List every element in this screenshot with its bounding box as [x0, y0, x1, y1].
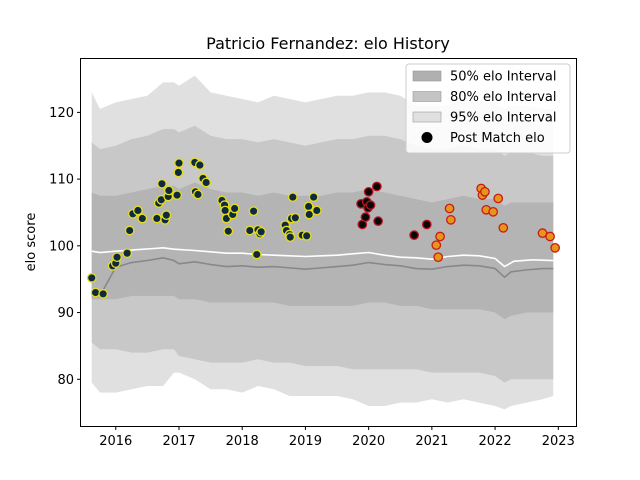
- post-match-elo-point: [201, 177, 212, 188]
- post-match-elo-point: [248, 206, 259, 216]
- post-match-elo-point: [545, 231, 555, 242]
- band-50-interval: [91, 182, 554, 320]
- y-tick-label: 120: [49, 106, 74, 121]
- x-tick-label: 2022: [479, 434, 512, 449]
- post-match-elo-point: [251, 249, 262, 260]
- post-match-elo-point: [445, 214, 456, 225]
- post-match-elo-point: [373, 216, 383, 226]
- post-match-elo-point: [161, 210, 172, 220]
- post-match-elo-point: [550, 242, 560, 253]
- y-tick-label: 110: [49, 173, 74, 188]
- median-elo-line: [91, 257, 554, 297]
- post-match-elo-point: [152, 213, 162, 224]
- mean-elo-line: [91, 247, 554, 268]
- post-match-elo-point: [124, 225, 135, 236]
- post-match-elo-point: [195, 160, 205, 170]
- post-match-elo-point: [173, 167, 184, 178]
- post-match-elo-point: [244, 225, 255, 236]
- post-match-elo-point: [365, 200, 376, 210]
- chart-title: Patricio Fernandez: elo History: [206, 34, 450, 53]
- x-tick-label: 2018: [226, 434, 259, 449]
- post-match-elo-point: [137, 213, 148, 224]
- post-match-elo-point: [303, 201, 314, 212]
- post-match-elo-point: [86, 273, 97, 283]
- post-match-elo-point: [480, 186, 490, 197]
- legend: 50% elo Interval 80% elo Interval 95% elo …: [405, 63, 571, 154]
- y-tick-label: 90: [57, 306, 74, 321]
- legend-marker: [421, 132, 433, 143]
- post-match-elo-point: [488, 206, 499, 217]
- legend-box: [405, 63, 571, 154]
- post-match-elo-point: [98, 289, 108, 299]
- post-match-elo-point: [498, 222, 509, 233]
- post-match-elo-point: [223, 226, 234, 237]
- legend-label: 50% elo Interval: [450, 70, 557, 85]
- legend-label: 80% elo Interval: [450, 90, 557, 105]
- post-match-elo-point: [172, 190, 182, 200]
- post-match-elo-point: [409, 230, 420, 241]
- x-axis-ticks: 2016 2017 2018 2019 2020 2021 2022 2023: [99, 426, 575, 449]
- post-match-elo-point: [157, 178, 167, 189]
- post-match-elo-point: [229, 203, 240, 214]
- axes-frame: [80, 58, 577, 427]
- post-match-elo-point: [287, 192, 298, 202]
- legend-swatch: [412, 111, 442, 123]
- post-match-elo-point: [133, 205, 143, 216]
- x-tick-label: 2021: [415, 434, 448, 449]
- legend-label: 95% elo Interval: [450, 111, 557, 126]
- post-match-elo-point: [372, 181, 382, 192]
- post-match-elo-point: [290, 212, 301, 223]
- x-tick-label: 2017: [162, 434, 195, 449]
- legend-swatch: [412, 91, 442, 102]
- post-match-elo-point: [444, 203, 455, 214]
- post-match-elo-point: [301, 230, 312, 241]
- post-match-elo-point: [311, 205, 322, 216]
- plot-area: [86, 75, 560, 410]
- post-match-elo-point: [360, 212, 371, 222]
- post-match-elo-point: [193, 189, 203, 200]
- post-match-elo-point: [112, 252, 122, 263]
- post-match-elo-point: [493, 193, 504, 204]
- post-match-elo-point: [174, 158, 184, 168]
- post-match-elo-point: [122, 248, 133, 259]
- x-tick-label: 2023: [542, 434, 575, 449]
- post-match-elo-point: [363, 186, 374, 197]
- y-tick-label: 100: [49, 239, 74, 254]
- x-tick-label: 2020: [352, 434, 385, 449]
- post-match-elo-point: [164, 185, 174, 196]
- post-match-elo-point: [435, 231, 445, 242]
- post-match-elo-point: [421, 219, 432, 230]
- x-tick-label: 2016: [99, 434, 132, 449]
- x-tick-label: 2019: [289, 434, 322, 449]
- y-axis-label: elo score: [24, 213, 39, 272]
- y-axis-ticks: 80 90 100 110 120: [49, 106, 81, 388]
- post-match-elo-point: [433, 252, 444, 263]
- y-tick-label: 80: [57, 373, 74, 388]
- post-match-elo-point: [285, 232, 296, 243]
- post-match-elo-point: [308, 192, 319, 202]
- post-match-elo-point: [256, 226, 267, 237]
- post-match-elo-point: [304, 209, 315, 220]
- legend-swatch: [412, 70, 442, 82]
- legend-label: Post Match elo: [450, 131, 545, 146]
- post-match-elo-point: [431, 240, 442, 251]
